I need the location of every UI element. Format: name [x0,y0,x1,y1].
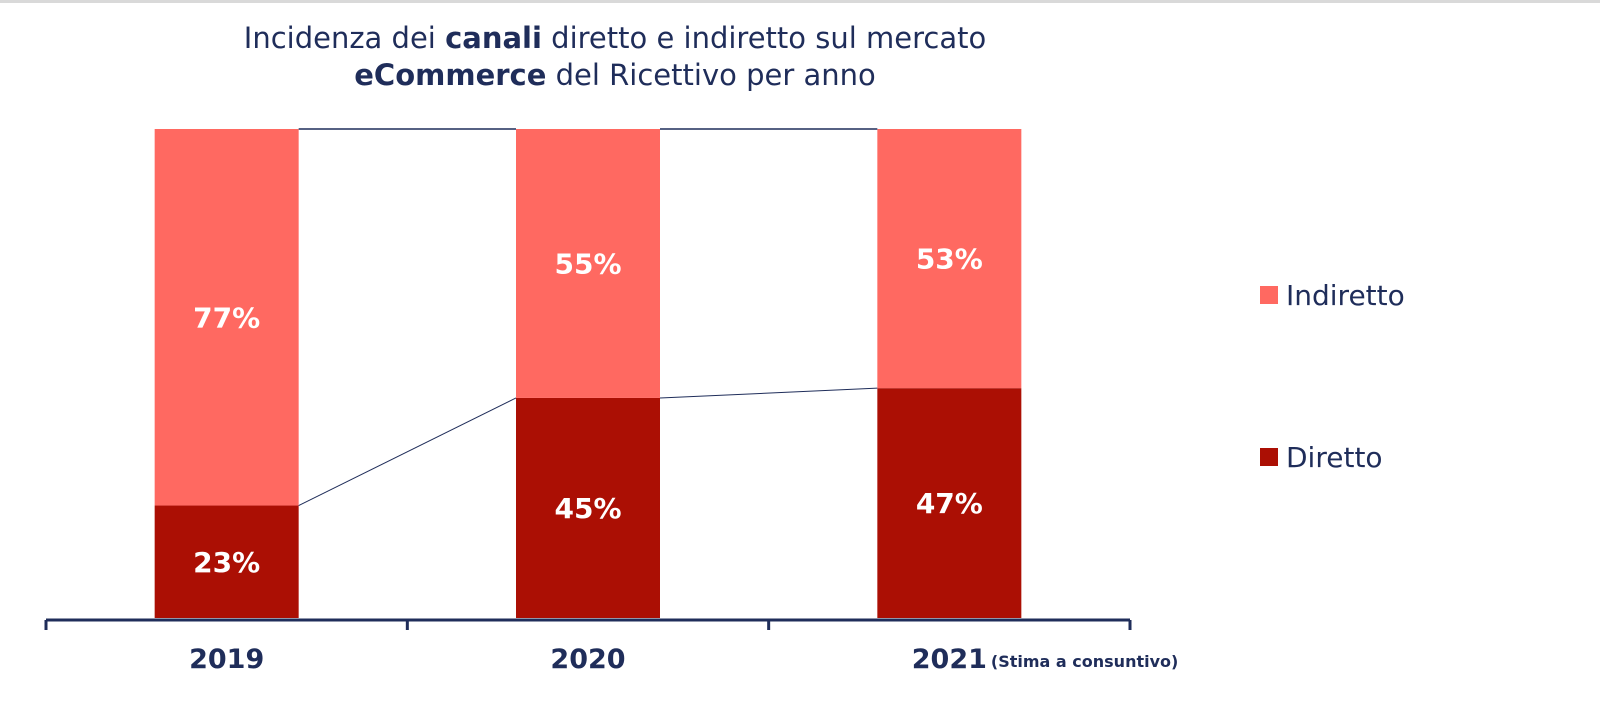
legend-label-indiretto: Indiretto [1286,278,1405,312]
series-line-diretto-1 [659,387,878,399]
legend-label-diretto: Diretto [1286,440,1383,474]
title-text-2a: eCommerce [354,58,547,92]
legend-item-indiretto: Indiretto [1260,278,1405,312]
data-label-diretto-2020: 45% [554,492,621,525]
bar-diretto-2020 [516,397,660,618]
bar-indiretto-2021 [877,129,1022,389]
x-tick-label-2019: 2019 [189,644,264,675]
bar-indiretto-2020 [516,129,660,398]
x-tick-note-2021: (Stima a consuntivo) [991,652,1178,671]
legend-swatch-indiretto [1260,286,1278,304]
data-label-diretto-2021: 47% [916,487,983,520]
title-line-2: eCommerce del Ricettivo per anno [0,57,1230,94]
title-line-1: Incidenza dei canali diretto e indiretto… [0,20,1230,57]
title-text-1a: Incidenza dei [243,21,446,55]
title-text-1b: canali [445,21,542,55]
bar-diretto-2019 [154,505,299,618]
chart-title: Incidenza dei canali diretto e indiretto… [0,20,1230,94]
series-line-diretto-0 [298,397,517,506]
legend-swatch-diretto [1260,448,1278,466]
title-text-1c: diretto e indiretto sul mercato [541,21,987,55]
data-label-diretto-2019: 23% [193,546,260,579]
top-divider [0,0,1600,3]
x-tick-label-2021: 2021 [912,644,987,675]
bar-diretto-2021 [877,388,1022,618]
data-label-indiretto-2020: 55% [554,247,621,280]
bar-indiretto-2019 [154,129,299,506]
title-text-2b: del Ricettivo per anno [546,58,876,92]
x-tick-label-2020: 2020 [550,644,625,675]
legend-item-diretto: Diretto [1260,440,1383,474]
data-label-indiretto-2019: 77% [193,301,260,334]
data-label-indiretto-2021: 53% [916,243,983,276]
